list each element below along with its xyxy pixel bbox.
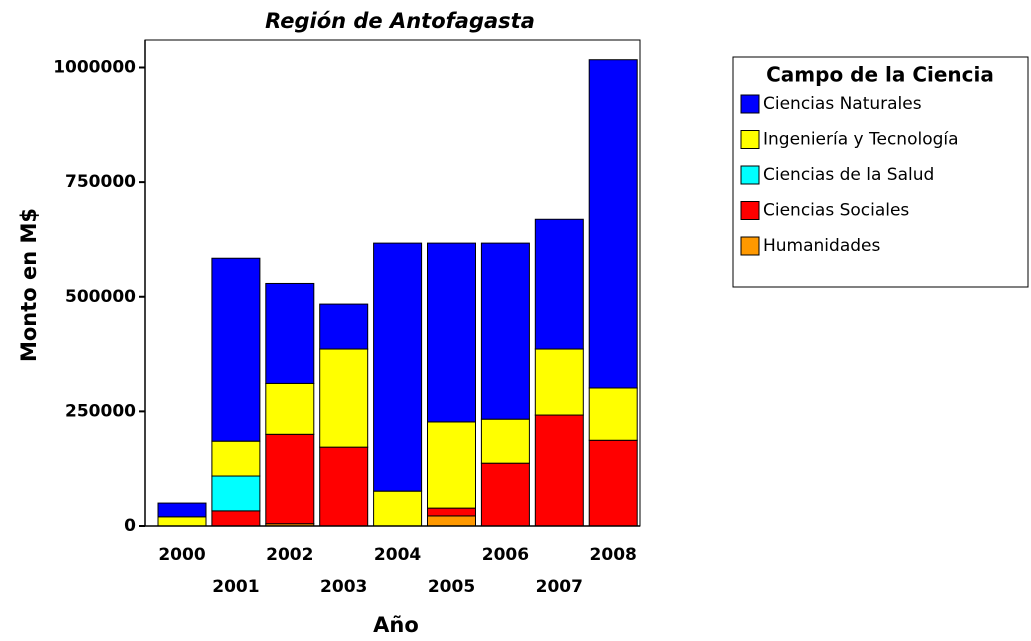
legend-swatch	[740, 201, 760, 220]
bar-segment	[480, 462, 530, 527]
legend-label: Humanidades	[763, 236, 880, 256]
y-tick-label: 750000	[65, 172, 136, 192]
y-tick-label: 0	[124, 516, 136, 536]
bar-segment	[588, 439, 638, 527]
legend-label: Ciencias de la Salud	[763, 165, 934, 185]
bar-segment	[480, 242, 530, 420]
bar-segment	[319, 348, 369, 448]
chart-title: Región de Antofagasta	[265, 9, 535, 33]
legend-swatch	[740, 165, 760, 185]
x-tick-label: 2007	[536, 577, 583, 597]
y-axis-title: Monto en M$	[17, 208, 41, 362]
bar-segment	[265, 382, 315, 435]
x-tick-label: 2002	[266, 545, 313, 565]
y-tick-label: 500000	[65, 287, 136, 307]
bar-segment	[265, 433, 315, 525]
bar-segment	[427, 242, 476, 423]
y-tick-label: 1000000	[53, 58, 136, 78]
bar-segment	[211, 475, 261, 512]
x-tick-label: 2000	[158, 545, 205, 565]
bar-segment	[480, 418, 530, 464]
legend-box	[732, 56, 1029, 288]
x-tick-label: 2004	[374, 545, 421, 565]
legend-swatch	[740, 236, 760, 256]
bar-segment	[427, 507, 476, 517]
x-tick-label: 2006	[482, 545, 529, 565]
bar-segment	[534, 348, 584, 416]
bar-segment	[211, 440, 261, 477]
bar-segment	[534, 218, 584, 350]
legend-label: Ingeniería y Tecnología	[763, 130, 959, 150]
bar-segment	[534, 414, 584, 527]
bar-segment	[211, 257, 261, 442]
bar-segment	[319, 446, 369, 527]
legend-title: Campo de la Ciencia	[766, 63, 994, 87]
legend-label: Ciencias Naturales	[763, 94, 922, 114]
x-axis-title: Año	[373, 613, 419, 637]
bar-segment	[373, 490, 423, 527]
bar-segment	[427, 515, 476, 527]
legend-label: Ciencias Sociales	[763, 201, 909, 221]
bar-segment	[427, 421, 476, 509]
bar-segment	[319, 303, 369, 350]
x-tick-label: 2003	[320, 577, 367, 597]
bar-segment	[211, 510, 261, 527]
y-tick-label: 250000	[65, 401, 136, 421]
bar-segment	[265, 282, 315, 384]
bar-segment	[157, 516, 207, 527]
x-tick-label: 2008	[590, 545, 637, 565]
bar-segment	[588, 387, 638, 441]
bar-segment	[157, 502, 207, 518]
bar-segment	[373, 242, 423, 492]
x-tick-label: 2001	[212, 577, 259, 597]
legend-swatch	[740, 130, 760, 149]
x-tick-label: 2005	[428, 577, 475, 597]
bar-segment	[588, 59, 638, 389]
legend-swatch	[740, 94, 760, 114]
